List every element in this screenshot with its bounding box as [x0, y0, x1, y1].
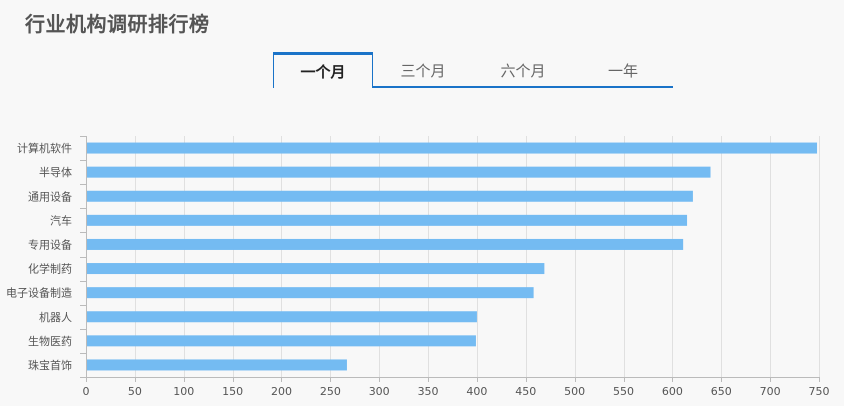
bar: [86, 238, 684, 250]
x-tick-label: 550: [613, 385, 634, 398]
tab-one-month[interactable]: 一个月: [273, 52, 373, 88]
category-label: 汽车: [50, 213, 72, 227]
category-label: 计算机软件: [17, 141, 72, 155]
x-tick-label: 750: [809, 385, 830, 398]
x-tick-label: 300: [369, 385, 390, 398]
x-tick-label: 400: [466, 385, 487, 398]
page-title: 行业机构调研排行榜: [25, 12, 210, 36]
bar: [86, 166, 711, 178]
category-label: 电子设备制造: [6, 286, 72, 300]
category-label: 专用设备: [28, 237, 72, 251]
bar: [86, 142, 818, 154]
x-tick-label: 500: [564, 385, 585, 398]
category-label: 化学制药: [28, 262, 72, 276]
x-tick-label: 650: [711, 385, 732, 398]
bar: [86, 359, 347, 371]
period-tabs: 一个月 三个月 六个月 一年: [273, 52, 673, 88]
x-tick-label: 450: [515, 385, 536, 398]
category-label: 机器人: [39, 310, 72, 324]
bar: [86, 311, 477, 323]
x-tick-label: 250: [320, 385, 341, 398]
x-tick-label: 600: [662, 385, 683, 398]
category-label: 半导体: [39, 165, 72, 179]
tab-six-months[interactable]: 六个月: [500, 62, 546, 80]
x-tick-label: 200: [271, 385, 292, 398]
tab-one-year[interactable]: 一年: [607, 62, 638, 80]
category-label: 珠宝首饰: [28, 358, 72, 372]
tab-three-months[interactable]: 三个月: [400, 62, 446, 80]
bar: [86, 335, 476, 347]
category-label: 生物医药: [28, 334, 72, 348]
x-tick-label: 0: [83, 385, 90, 398]
bar: [86, 263, 545, 275]
x-tick-label: 350: [418, 385, 439, 398]
x-tick-label: 150: [222, 385, 243, 398]
bar: [86, 190, 693, 202]
x-tick-label: 100: [173, 385, 194, 398]
bar: [86, 287, 534, 299]
x-tick-label: 50: [128, 385, 142, 398]
x-tick-label: 700: [760, 385, 781, 398]
category-label: 通用设备: [28, 189, 72, 203]
bar: [86, 214, 688, 226]
